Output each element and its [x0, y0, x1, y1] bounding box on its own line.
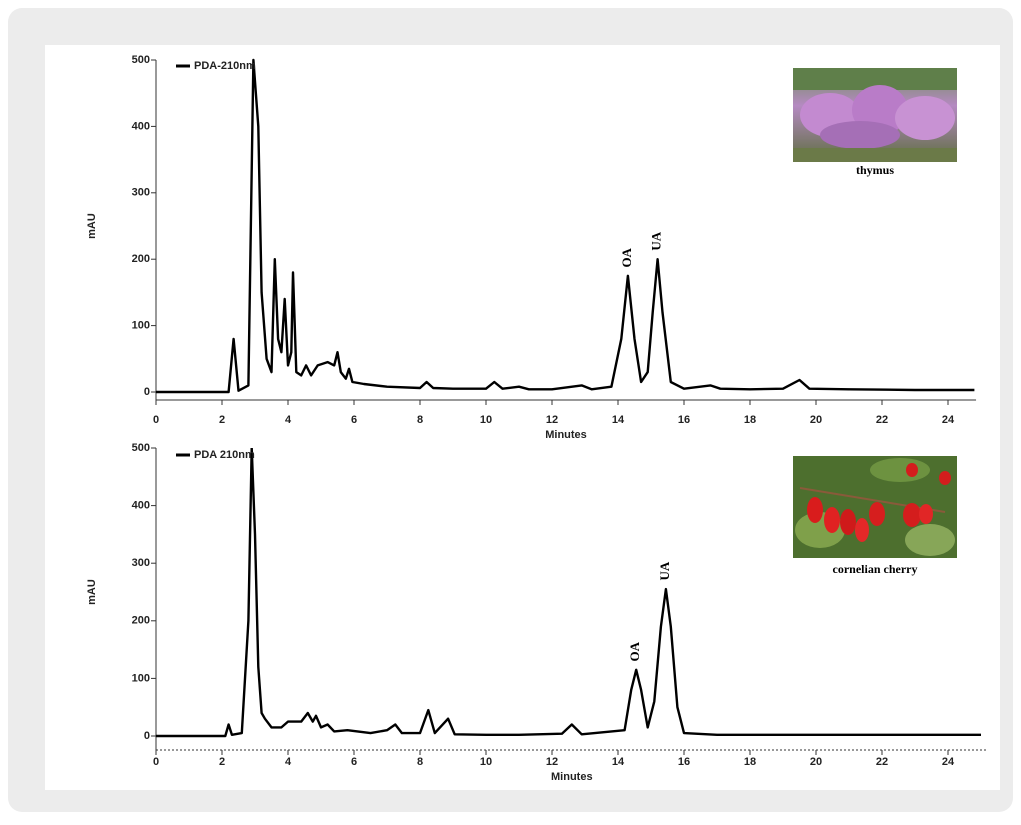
x-tick-label: 24	[942, 756, 955, 768]
x-tick-label: 20	[810, 756, 822, 768]
peak-annotation: UA	[649, 231, 664, 250]
y-axis-label: mAU	[86, 579, 98, 605]
y-tick-label: 0	[144, 386, 150, 398]
y-tick-label: 300	[132, 557, 150, 569]
x-tick-label: 6	[351, 414, 357, 426]
y-axis-label: mAU	[86, 213, 98, 239]
x-tick-label: 22	[876, 756, 888, 768]
x-tick-label: 12	[546, 414, 558, 426]
x-tick-label: 14	[612, 756, 625, 768]
x-tick-label: 4	[285, 756, 292, 768]
x-tick-label: 16	[678, 414, 690, 426]
y-tick-label: 300	[132, 187, 150, 199]
series-line	[156, 58, 975, 394]
y-tick-label: 500	[132, 54, 150, 66]
thymus-photo	[793, 68, 957, 162]
y-tick-label: 200	[132, 615, 150, 627]
legend-label: PDA 210nm	[194, 449, 255, 461]
x-tick-label: 0	[153, 414, 159, 426]
y-tick-label: 0	[144, 730, 150, 742]
x-tick-label: 2	[219, 414, 225, 426]
x-tick-label: 4	[285, 414, 292, 426]
x-tick-label: 10	[480, 414, 492, 426]
peak-annotation: OA	[619, 247, 634, 267]
x-tick-label: 22	[876, 414, 888, 426]
x-axis-label: Minutes	[551, 771, 593, 783]
y-tick-label: 400	[132, 120, 150, 132]
image-caption: cornelian cherry	[833, 562, 918, 576]
x-tick-label: 2	[219, 756, 225, 768]
x-tick-label: 6	[351, 756, 357, 768]
x-tick-label: 20	[810, 414, 822, 426]
y-tick-label: 400	[132, 500, 150, 512]
x-tick-label: 18	[744, 756, 756, 768]
y-tick-label: 100	[132, 320, 150, 332]
x-tick-label: 18	[744, 414, 756, 426]
series-line	[156, 448, 981, 738]
x-tick-label: 8	[417, 414, 423, 426]
x-tick-label: 14	[612, 414, 625, 426]
x-tick-label: 8	[417, 756, 423, 768]
peak-annotation: UA	[657, 561, 672, 580]
x-tick-label: 0	[153, 756, 159, 768]
image-caption: thymus	[856, 163, 894, 177]
x-tick-label: 10	[480, 756, 492, 768]
legend-label: PDA-210nm	[194, 60, 256, 72]
cherry-photo	[793, 456, 957, 558]
peak-annotation: OA	[627, 641, 642, 661]
x-tick-label: 16	[678, 756, 690, 768]
y-tick-label: 500	[132, 442, 150, 454]
x-axis-label: Minutes	[545, 429, 587, 441]
x-tick-label: 12	[546, 756, 558, 768]
y-tick-label: 200	[132, 253, 150, 265]
panel	[45, 45, 1000, 790]
x-tick-label: 24	[942, 414, 955, 426]
y-tick-label: 100	[132, 672, 150, 684]
